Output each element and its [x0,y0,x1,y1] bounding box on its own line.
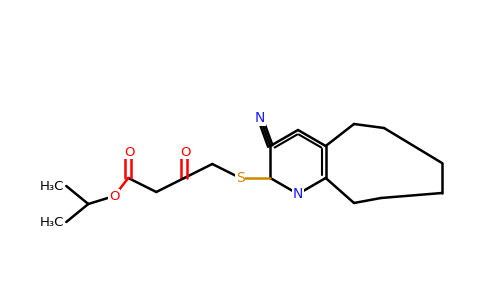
Text: O: O [124,146,135,158]
Text: H₃C: H₃C [40,179,64,193]
Text: S: S [236,171,245,185]
Text: O: O [109,190,120,202]
Text: H₃C: H₃C [40,215,64,229]
Text: O: O [180,146,191,158]
Text: N: N [293,187,303,201]
Text: N: N [255,111,265,125]
